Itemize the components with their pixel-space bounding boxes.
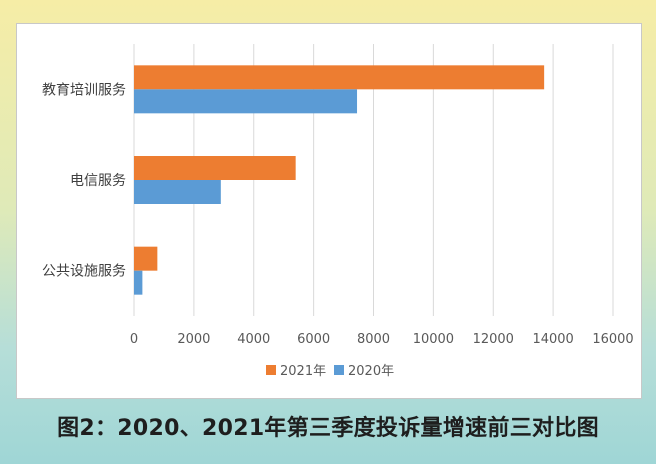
legend-label: 2021年 bbox=[280, 364, 326, 379]
x-tick-label: 16000 bbox=[592, 332, 633, 347]
x-tick-label: 14000 bbox=[532, 332, 573, 347]
bar-2020-1 bbox=[134, 180, 221, 204]
bar-2021-1 bbox=[134, 156, 296, 180]
x-tick-label: 2000 bbox=[177, 332, 210, 347]
x-tick-label: 10000 bbox=[413, 332, 454, 347]
x-tick-label: 12000 bbox=[473, 332, 514, 347]
x-tick-label: 0 bbox=[130, 332, 138, 347]
category-label: 电信服务 bbox=[70, 173, 126, 189]
bar-2021-0 bbox=[134, 65, 545, 90]
chart-panel: 0 2000 4000 6000 8000 10000 12000 14000 16000 教育培… bbox=[16, 23, 642, 399]
legend-label: 2020年 bbox=[348, 364, 394, 379]
bar-2020-0 bbox=[134, 89, 358, 114]
bar-2020-2 bbox=[134, 270, 143, 295]
legend-swatch bbox=[266, 365, 276, 375]
bar-2021-2 bbox=[134, 246, 158, 271]
legend-swatch bbox=[334, 365, 344, 375]
x-tick-label: 8000 bbox=[357, 332, 390, 347]
category-label: 公共设施服务 bbox=[42, 264, 126, 280]
x-tick-label: 6000 bbox=[297, 332, 330, 347]
bar-chart: 0 2000 4000 6000 8000 10000 12000 14000 16000 教育培… bbox=[42, 44, 634, 379]
category-label: 教育培训服务 bbox=[42, 82, 126, 98]
figure-caption: 图2：2020、2021年第三季度投诉量增速前三对比图 bbox=[57, 416, 599, 441]
x-tick-label: 4000 bbox=[237, 332, 270, 347]
